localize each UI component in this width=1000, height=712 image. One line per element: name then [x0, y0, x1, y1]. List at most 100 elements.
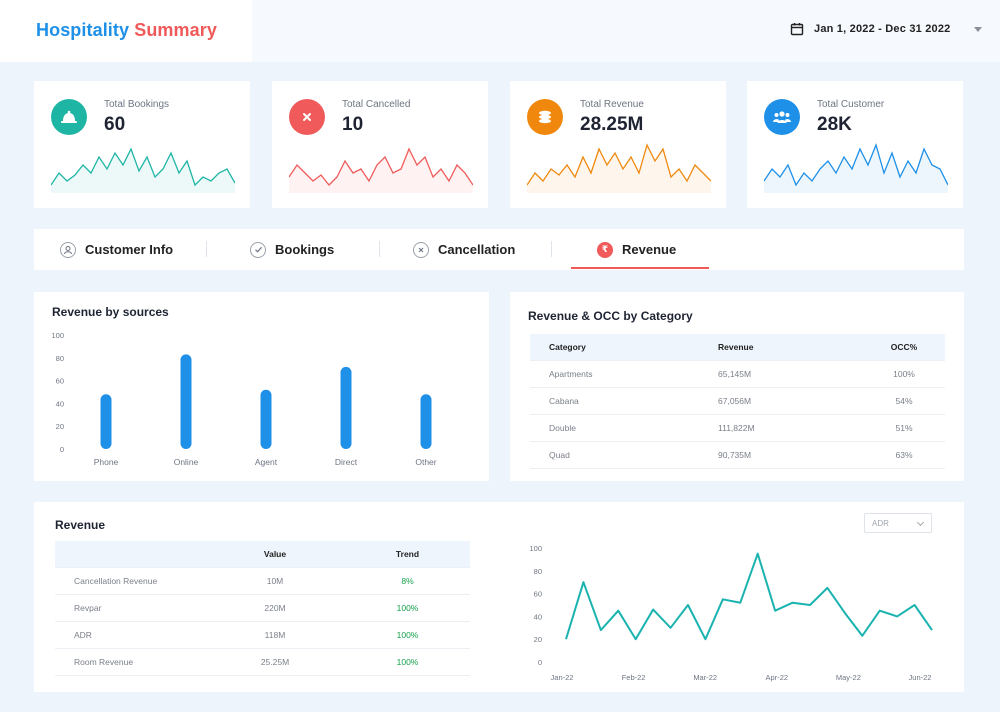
date-range-picker[interactable]: Jan 1, 2022 - Dec 31 2022 — [790, 22, 983, 36]
metric-select-value: ADR — [872, 519, 889, 528]
table-cell: 63% — [863, 440, 945, 469]
table-row[interactable]: Revpar 220M 100% — [55, 593, 470, 621]
close-icon — [289, 99, 325, 135]
column-header: Trend — [345, 541, 470, 567]
sparkline-area — [764, 145, 948, 193]
y-tick-label: 80 — [534, 567, 542, 576]
column-header: Revenue — [718, 334, 863, 360]
tab-divider — [551, 241, 552, 257]
category-table: Category Revenue OCC% Apartments 65,145M… — [530, 334, 945, 469]
tab-customer-info[interactable]: Customer Info — [60, 229, 173, 270]
x-tick-label: Feb-22 — [622, 673, 646, 682]
table-cell: Double — [530, 413, 718, 441]
tab-revenue[interactable]: ₹ Revenue — [597, 229, 676, 270]
table-cell: 220M — [205, 593, 345, 621]
tab-cancellation[interactable]: Cancellation — [413, 229, 515, 270]
sparkline-line — [289, 147, 473, 186]
x-tick-label: Phone — [94, 457, 119, 467]
chevron-down-icon — [916, 518, 925, 527]
y-tick-label: 40 — [534, 612, 542, 621]
page-title-part2: Summary — [134, 20, 217, 40]
table-row[interactable]: Cancellation Revenue 10M 8% — [55, 566, 470, 594]
table-cell: 111,822M — [718, 413, 863, 441]
tab-label: Cancellation — [438, 242, 516, 257]
revenue-trend-line — [565, 552, 933, 641]
table-cell: 90,735M — [718, 440, 863, 469]
kpi-card-cancelled: Total Cancelled 10 — [272, 81, 488, 208]
sparkline-line — [764, 142, 948, 187]
header-title-area — [0, 0, 252, 62]
user-icon — [60, 241, 76, 258]
header-bar: Hospitality Summary Jan 1, 2022 - Dec 31… — [0, 0, 1000, 62]
table-row[interactable]: Quad 90,735M 63% — [530, 440, 945, 469]
y-tick-label: 100 — [51, 331, 64, 340]
sparkline — [289, 147, 473, 193]
table-cell: 65,145M — [718, 359, 863, 387]
trend-cell: 8% — [345, 566, 470, 594]
table-cell: Room Revenue — [55, 647, 205, 676]
table-cell: 100% — [863, 359, 945, 387]
table-row[interactable]: Room Revenue 25.25M 100% — [55, 647, 470, 676]
sparkline-area — [527, 145, 711, 193]
sparkline-area — [289, 149, 473, 193]
active-tab-indicator — [571, 267, 709, 269]
tab-label: Customer Info — [85, 242, 174, 257]
tab-divider — [206, 241, 207, 257]
table-row[interactable]: Apartments 65,145M 100% — [530, 359, 945, 387]
sparkline — [51, 147, 235, 193]
x-tick-label: Direct — [335, 457, 358, 467]
table-row[interactable]: Cabana 67,056M 54% — [530, 386, 945, 414]
table-cell: Revpar — [55, 593, 205, 621]
tab-label: Bookings — [275, 242, 335, 257]
kpi-card-bookings: Total Bookings 60 — [34, 81, 250, 208]
column-header: OCC% — [863, 334, 945, 360]
caret-down-icon[interactable] — [974, 26, 983, 32]
tab-label: Revenue — [622, 242, 677, 257]
x-tick-label: Agent — [255, 457, 278, 467]
close-icon — [413, 241, 429, 258]
y-tick-label: 20 — [534, 635, 542, 644]
kpi-card-customer: Total Customer 28K — [747, 81, 963, 208]
table-cell: 10M — [205, 566, 345, 594]
x-tick-label: Other — [415, 457, 436, 467]
users-icon — [764, 99, 800, 135]
table-row[interactable]: ADR 118M 100% — [55, 620, 470, 648]
revenue-sources-panel — [34, 292, 489, 481]
y-tick-label: 60 — [534, 590, 542, 599]
x-tick-label: Apr-22 — [766, 673, 789, 682]
page-title: Hospitality Summary — [36, 20, 217, 41]
table-cell: 51% — [863, 413, 945, 441]
sparkline — [527, 143, 711, 193]
category-title: Revenue & OCC by Category — [528, 309, 693, 323]
kpi-label: Total Revenue — [580, 99, 644, 110]
y-tick-label: 20 — [56, 422, 64, 431]
table-cell: ADR — [55, 620, 205, 648]
trend-cell: 100% — [345, 647, 470, 676]
table-row[interactable]: Double 111,822M 51% — [530, 413, 945, 441]
tab-bookings[interactable]: Bookings — [250, 229, 334, 270]
bell-icon — [51, 99, 87, 135]
kpi-label: Total Cancelled — [342, 99, 411, 110]
column-header — [55, 541, 205, 567]
kpi-card-revenue: Total Revenue 28.25M — [510, 81, 726, 208]
page-title-part1: Hospitality — [36, 20, 130, 40]
x-tick-label: May-22 — [836, 673, 861, 682]
table-header-row: Category Revenue OCC% — [530, 334, 945, 360]
coins-icon — [527, 99, 563, 135]
tab-bar: Customer Info Bookings Cancellation ₹ Re… — [34, 229, 964, 270]
date-range-text: Jan 1, 2022 - Dec 31 2022 — [814, 23, 951, 35]
y-tick-label: 60 — [56, 377, 64, 386]
x-tick-label: Online — [174, 457, 199, 467]
metric-select[interactable]: ADR — [864, 513, 932, 533]
y-tick-label: 80 — [56, 354, 64, 363]
revenue-table: Value Trend Cancellation Revenue 10M 8% … — [55, 541, 470, 676]
sparkline-line — [527, 143, 711, 186]
rupee-icon: ₹ — [597, 241, 613, 258]
x-tick-label: Mar-22 — [693, 673, 717, 682]
trend-cell: 100% — [345, 593, 470, 621]
sparkline-area — [51, 149, 235, 193]
y-tick-label: 0 — [538, 658, 542, 667]
kpi-value: 10 — [342, 114, 364, 135]
bar-other — [420, 394, 432, 449]
column-header: Value — [205, 541, 345, 567]
